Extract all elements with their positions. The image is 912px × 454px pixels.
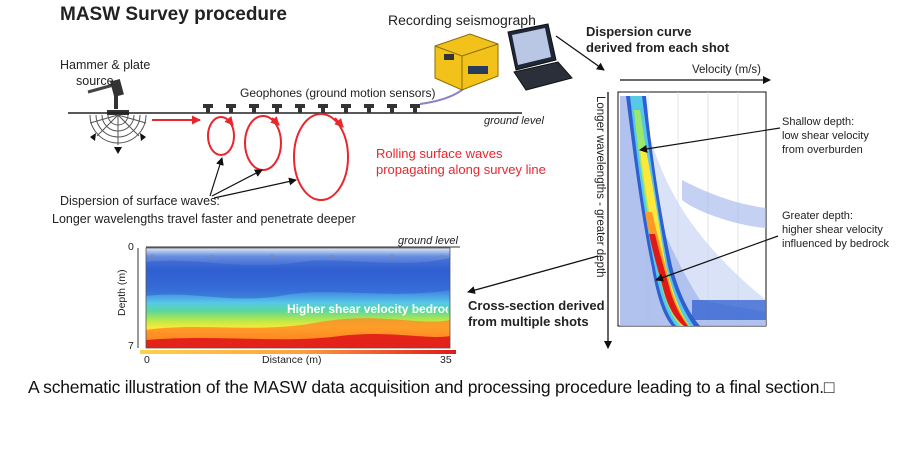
section-ground-level-label: ground level (398, 235, 458, 247)
dispersion-curve-title-line2: derived from each shot (586, 40, 730, 55)
section-overlay-label: Higher shear velocity bedrock (287, 302, 448, 316)
page-title: MASW Survey procedure (60, 4, 287, 25)
rolling-waves-line1: Rolling surface waves (376, 146, 503, 161)
surface-wave-large (293, 113, 349, 201)
figure-caption: A schematic illustration of the MASW dat… (28, 377, 835, 397)
cross-section-title-line2: from multiple shots (468, 314, 589, 329)
seismograph-icon (434, 33, 499, 91)
seismograph-label: Recording seismograph (388, 12, 536, 28)
dispersion-curve-title-line1: Dispersion curve (586, 24, 692, 39)
dispersion-image (617, 91, 767, 327)
distance-axis-label: Distance (m) (262, 354, 322, 366)
rolling-waves-line2: propagating along survey line (376, 162, 546, 177)
geophone-array (203, 104, 420, 113)
shallow-label-line3: from overburden (782, 144, 863, 156)
seismic-source-icon (89, 110, 147, 154)
cross-section-title-line1: Cross-section derived (468, 298, 605, 313)
distance-end-tick: 35 (440, 354, 452, 366)
greater-label-line3: influenced by bedrock (782, 238, 890, 250)
dispersion-label-line1: Dispersion of surface waves: (60, 194, 220, 208)
depth-axis-label: Depth (m) (116, 269, 128, 316)
greater-pointer (655, 235, 779, 282)
dispersion-pointers (209, 157, 297, 199)
greater-label-line1: Greater depth: (782, 210, 853, 222)
velocity-axis-label: Velocity (m/s) (692, 64, 762, 76)
vertical-axis-label: Longer wavelengths - greater depth (594, 96, 606, 278)
shallow-label-line2: low shear velocity (782, 130, 869, 142)
surface-wave-medium (244, 115, 282, 171)
seismograph-to-curve-arrow (555, 35, 605, 71)
shallow-pointer (639, 127, 781, 153)
geophones-label: Geophones (ground motion sensors) (240, 86, 436, 100)
depth-bottom-tick: 7 (128, 340, 134, 352)
section-color-scale (140, 350, 456, 354)
hammer-label: Hammer & plate (60, 58, 151, 72)
laptop-icon (507, 23, 573, 91)
hammer-icon (87, 78, 124, 109)
distance-start-tick: 0 (144, 354, 150, 366)
source-label: source (76, 74, 114, 88)
surface-wave-small (207, 115, 235, 156)
shallow-label-line1: Shallow depth: (782, 116, 855, 128)
cross-section-image (145, 247, 451, 349)
dispersion-label-line2: Longer wavelengths travel faster and pen… (52, 212, 356, 226)
ground-level-label: ground level (484, 115, 544, 127)
curve-to-section-arrow (467, 255, 599, 294)
greater-label-line2: higher shear velocity (782, 224, 883, 236)
depth-top-tick: 0 (128, 241, 134, 253)
